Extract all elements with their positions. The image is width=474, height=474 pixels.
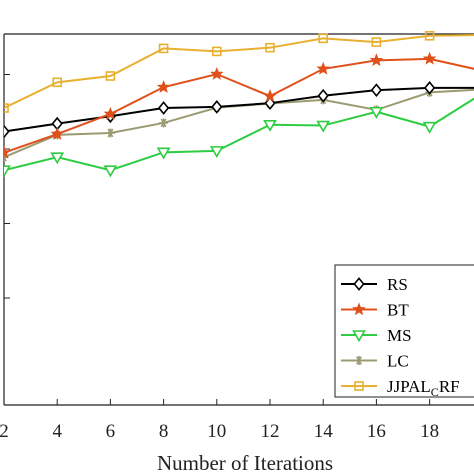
legend-item: RS — [341, 275, 408, 294]
data-point — [371, 37, 382, 47]
x-tick-label: 2 — [0, 421, 9, 442]
data-point — [156, 80, 171, 93]
series-ms — [4, 97, 474, 178]
x-tick-label: 6 — [106, 421, 116, 442]
legend-label: LC — [387, 352, 409, 371]
legend-label: MS — [387, 326, 412, 345]
x-tick-label: 8 — [159, 421, 169, 442]
data-point — [370, 83, 383, 98]
data-point — [318, 33, 329, 44]
legend-item: LC — [341, 352, 409, 371]
series-line — [4, 86, 474, 133]
x-axis-title: Number of Iterations — [157, 451, 333, 474]
data-point — [316, 61, 330, 75]
legend-item: MS — [341, 326, 412, 345]
data-point — [157, 101, 170, 115]
x-tick-label: 10 — [207, 421, 226, 442]
data-point — [50, 152, 65, 165]
legend: RS BT MS LC JJPALCRF — [334, 264, 474, 399]
data-point — [265, 42, 275, 53]
series-bt — [4, 51, 474, 159]
data-point — [158, 43, 169, 54]
data-point — [103, 106, 118, 120]
x-tick-label: 16 — [367, 421, 386, 442]
data-point — [369, 106, 384, 119]
data-point — [422, 121, 437, 134]
series-lc — [4, 87, 474, 162]
data-point — [211, 100, 223, 114]
data-point — [212, 46, 222, 57]
data-point — [422, 51, 437, 65]
data-point — [52, 77, 63, 88]
legend-marker — [353, 277, 365, 291]
x-tick-label: 4 — [52, 421, 62, 442]
series-group — [4, 30, 474, 178]
data-point — [369, 53, 384, 67]
series-line — [4, 88, 474, 159]
series-line — [4, 97, 474, 172]
data-point — [424, 30, 435, 41]
data-point — [423, 81, 436, 95]
legend-marker — [352, 302, 366, 316]
series-line — [4, 34, 474, 109]
data-point — [4, 124, 10, 139]
legend-label: RS — [387, 275, 408, 294]
legend-marker — [354, 356, 364, 365]
data-point — [263, 119, 277, 132]
legend-item: JJPALCRF — [341, 377, 460, 399]
legend-marker — [354, 381, 364, 391]
series-line — [4, 57, 474, 154]
data-point — [4, 103, 9, 113]
x-tick-label: 12 — [261, 421, 280, 442]
data-point — [316, 120, 331, 133]
legend-marker — [352, 330, 366, 343]
data-point — [103, 165, 118, 178]
data-point — [105, 128, 115, 138]
legend-item: BT — [341, 301, 409, 320]
data-point — [210, 67, 224, 80]
data-point — [209, 146, 224, 158]
data-point — [50, 127, 64, 140]
series-jjpal — [4, 30, 474, 113]
legend-label: BT — [387, 301, 409, 320]
x-tick-label: 14 — [314, 421, 334, 442]
data-point — [4, 145, 11, 159]
data-point — [159, 118, 169, 128]
data-point — [4, 165, 11, 178]
x-tick-label: 18 — [420, 421, 439, 442]
data-point — [105, 71, 116, 81]
data-point — [156, 147, 171, 160]
data-point — [263, 89, 277, 102]
x-tick-labels: 2 4 6 8 10 12 14 16 18 — [0, 421, 439, 442]
data-point — [317, 88, 329, 103]
legend-label: JJPALCRF — [387, 377, 460, 399]
